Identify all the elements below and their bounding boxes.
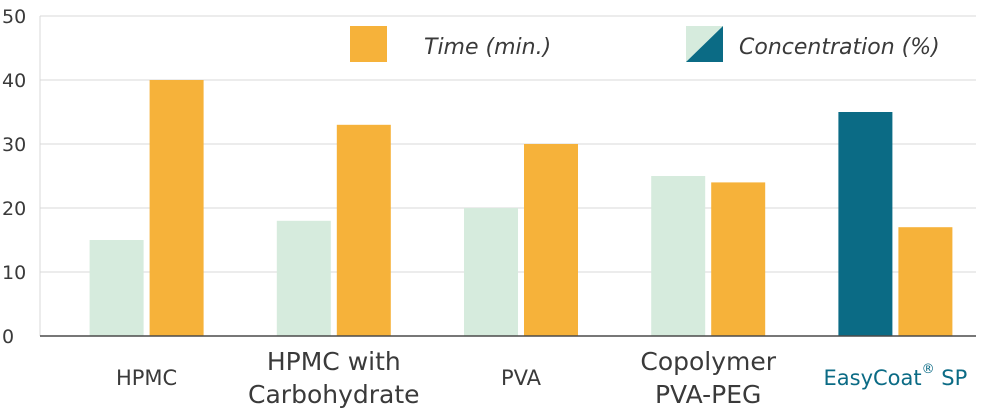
legend: Time (min.) Concentration (%) — [350, 26, 940, 62]
bar-concentration — [276, 220, 331, 336]
legend-time-label: Time (min.) — [424, 35, 551, 60]
bar-concentration — [89, 240, 144, 336]
legend-time-swatch — [350, 26, 387, 62]
bar-time — [711, 182, 766, 336]
category-label: PVA-PEG — [655, 380, 761, 409]
legend-concentration-swatch-dark — [686, 26, 723, 62]
category-label: PVA — [501, 366, 542, 390]
bar-concentration — [464, 208, 518, 336]
category-label: EasyCoat® SP — [824, 362, 968, 390]
bar-time — [336, 124, 391, 336]
category-label: Copolymer — [640, 347, 776, 376]
bar-time — [149, 80, 204, 336]
y-tick-label: 0 — [2, 326, 14, 348]
bar-concentration — [838, 112, 893, 336]
y-tick-label: 10 — [2, 262, 26, 284]
bar-concentration — [651, 176, 706, 336]
bars — [89, 80, 953, 336]
y-tick-label: 50 — [2, 6, 26, 28]
y-tick-label: 40 — [2, 70, 26, 92]
legend-concentration-label: Concentration (%) — [739, 35, 940, 60]
y-axis-ticks: 0 10 20 30 40 50 — [2, 6, 26, 348]
y-tick-label: 20 — [2, 198, 26, 220]
bar-time — [898, 227, 953, 336]
category-label: Carbohydrate — [248, 380, 420, 409]
bar-time — [524, 144, 578, 336]
category-label: HPMC with — [267, 347, 401, 376]
category-labels: HPMC HPMC with Carbohydrate PVA Copolymer PVA… — [116, 347, 967, 409]
category-label: HPMC — [116, 366, 177, 390]
y-tick-label: 30 — [2, 134, 26, 156]
